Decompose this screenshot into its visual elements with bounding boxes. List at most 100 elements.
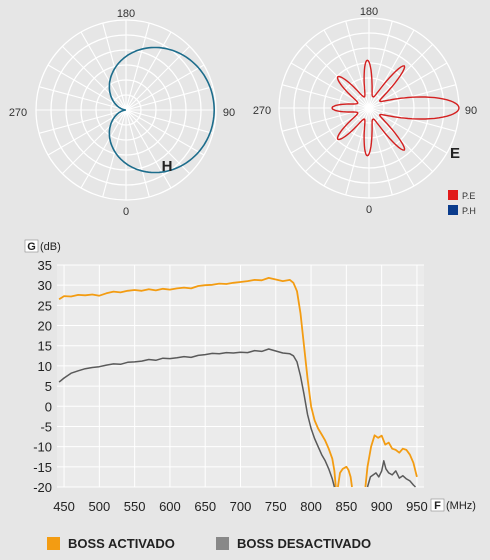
polar-spoke — [61, 109, 127, 175]
x-tick-labels: 450 500 550 600 650 700 750 800 850 900 950 — [53, 499, 428, 514]
x-tick-label: 700 — [230, 499, 252, 514]
x-tick-label: 900 — [371, 499, 393, 514]
y-tick-label: 10 — [38, 359, 52, 374]
x-tick-label: 550 — [124, 499, 146, 514]
polar-legend-label-ph: P.H — [462, 206, 476, 216]
y-tick-label: 25 — [38, 298, 52, 313]
x-axis-box — [430, 498, 445, 512]
polar-spoke — [304, 107, 370, 173]
chart-grid — [57, 264, 424, 488]
polar-legend-label-pe: P.E — [462, 191, 475, 201]
legend-label-desactivado: BOSS DESACTIVADO — [237, 536, 371, 551]
polar-spoke — [125, 64, 205, 111]
x-axis-unit: (MHz) — [446, 500, 476, 512]
polar-spoke — [368, 107, 457, 132]
polar-spoke — [38, 109, 127, 134]
radiation-pattern-e — [331, 59, 460, 157]
polar-grid-e — [278, 17, 460, 199]
polar-spoke — [80, 109, 127, 189]
series-boss-activado — [58, 276, 418, 488]
polar-spoke — [125, 45, 191, 111]
polar-spoke — [61, 45, 127, 111]
polar-spoke — [102, 109, 127, 198]
polar-e-angle-left: 270 — [253, 105, 271, 117]
x-tick-label: 850 — [336, 499, 358, 514]
series-line — [364, 434, 418, 488]
series-line — [58, 276, 337, 488]
y-tick-label: 5 — [45, 379, 52, 394]
polar-e-angle-right: 90 — [465, 105, 477, 117]
polar-spoke — [80, 31, 127, 111]
polar-spoke — [38, 86, 127, 111]
polar-spoke — [368, 20, 393, 109]
x-tick-label: 650 — [194, 499, 216, 514]
polar-diagram-e: 180 0 270 90 E — [253, 6, 477, 216]
polar-legend-swatch-pe — [448, 190, 458, 200]
y-tick-label: -20 — [33, 480, 52, 495]
polar-spoke — [368, 84, 457, 109]
polar-spoke — [47, 64, 127, 111]
y-tick-label: 35 — [38, 258, 52, 273]
y-tick-label: 30 — [38, 278, 52, 293]
series-layer — [58, 276, 418, 488]
y-tick-label: -5 — [40, 419, 52, 434]
polar-h-angle-bottom: 0 — [123, 206, 129, 218]
polar-spoke — [368, 107, 434, 173]
series-line — [366, 460, 417, 488]
x-axis-label: F — [434, 500, 441, 512]
polar-spoke — [102, 22, 127, 111]
polar-spoke — [125, 22, 150, 111]
x-tick-label: 800 — [300, 499, 322, 514]
x-tick-label: 750 — [265, 499, 287, 514]
polar-spoke — [368, 62, 448, 109]
gain-chart: 35 30 25 20 15 10 5 0 -5 -10 -15 -20 450 500 550 600 65… — [24, 239, 476, 514]
legend-swatch-activado — [47, 537, 60, 550]
polar-h-angle-top: 180 — [117, 8, 135, 20]
x-tick-label: 500 — [88, 499, 110, 514]
chart-legend: BOSS ACTIVADO BOSS DESACTIVADO — [47, 536, 371, 551]
polar-legend: P.E P.H — [448, 190, 476, 216]
y-tick-label: 20 — [38, 319, 52, 334]
y-axis-box — [24, 239, 39, 253]
polar-spoke — [125, 31, 172, 111]
polar-spoke — [368, 107, 393, 196]
y-axis-unit: (dB) — [40, 241, 61, 253]
polar-spoke — [368, 29, 415, 109]
series-line — [58, 348, 336, 488]
polar-spoke — [368, 107, 448, 154]
polar-spoke — [125, 86, 214, 111]
series-boss-desactivado — [58, 348, 417, 488]
polar-h-angle-right: 90 — [223, 107, 235, 119]
polar-grid-h — [35, 19, 217, 201]
polar-spoke — [125, 109, 191, 175]
radiation-pattern-h — [108, 46, 216, 174]
polar-spoke — [125, 109, 150, 198]
polar-legend-swatch-ph — [448, 205, 458, 215]
polar-spoke — [368, 107, 415, 187]
y-tick-label: -10 — [33, 440, 52, 455]
y-tick-label: -15 — [33, 460, 52, 475]
polar-diagram-h: 180 0 270 90 H — [9, 8, 235, 218]
polar-e-angle-top: 180 — [360, 6, 378, 18]
y-tick-label: 0 — [45, 399, 52, 414]
polar-h-angle-left: 270 — [9, 107, 27, 119]
series-line — [337, 465, 353, 488]
polar-e-angle-bottom: 0 — [366, 204, 372, 216]
polar-h-letter: H — [162, 158, 173, 175]
x-tick-label: 600 — [159, 499, 181, 514]
polar-e-letter: E — [450, 145, 460, 162]
polar-spoke — [125, 109, 172, 189]
polar-spoke — [125, 109, 214, 134]
y-tick-labels: 35 30 25 20 15 10 5 0 -5 -10 -15 -20 — [33, 258, 52, 495]
legend-swatch-desactivado — [216, 537, 229, 550]
x-tick-label: 450 — [53, 499, 75, 514]
x-tick-label: 950 — [406, 499, 428, 514]
polar-spoke — [304, 43, 370, 109]
polar-spoke — [47, 109, 127, 156]
legend-label-activado: BOSS ACTIVADO — [68, 536, 175, 551]
polar-spoke — [368, 43, 434, 109]
y-axis-label: G — [27, 241, 36, 253]
polar-spoke — [125, 109, 205, 156]
y-tick-label: 15 — [38, 339, 52, 354]
